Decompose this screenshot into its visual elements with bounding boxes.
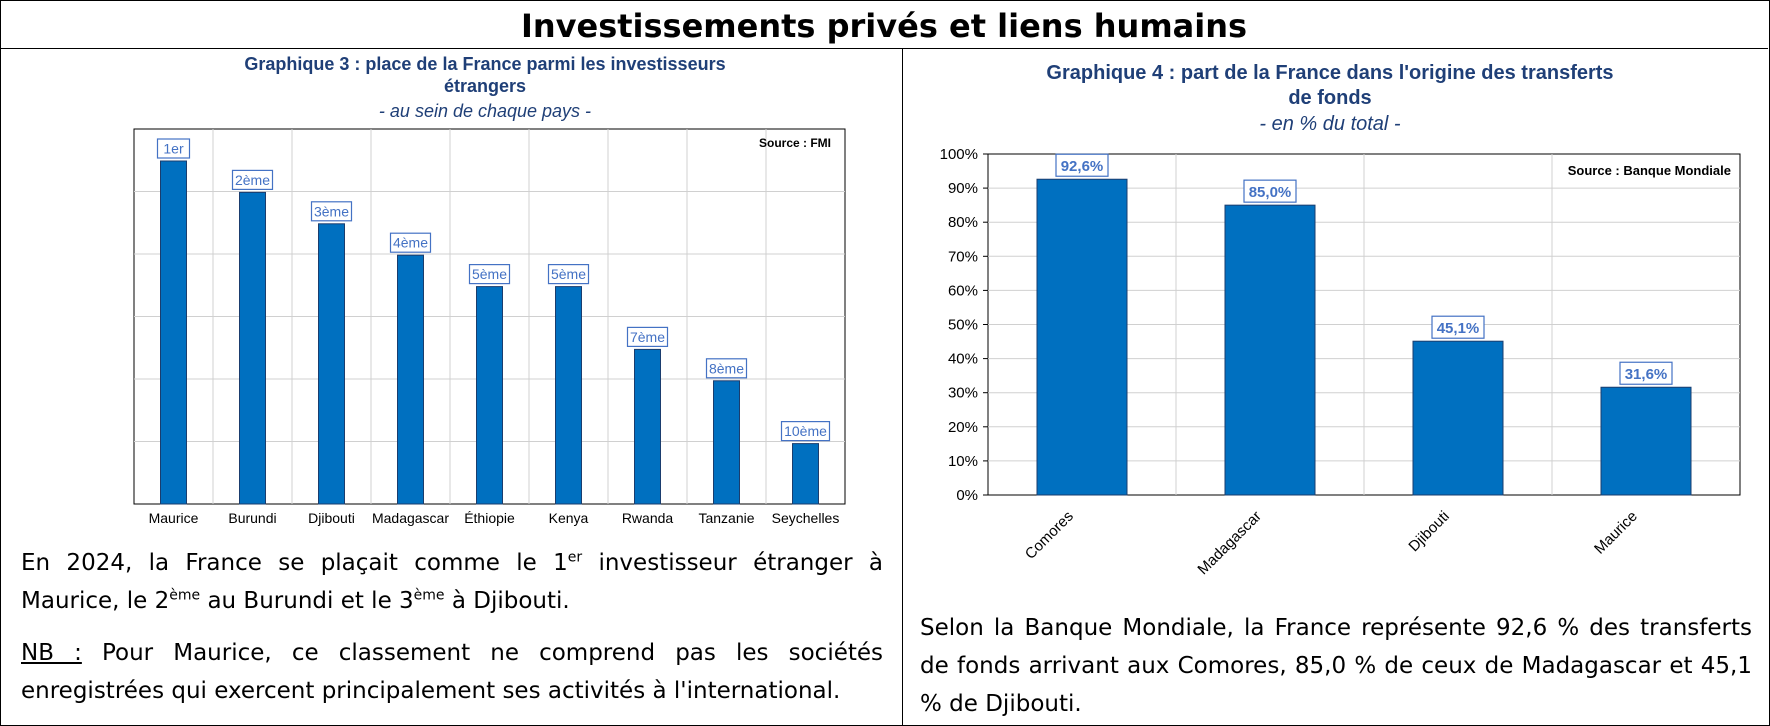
chart3-data-label: 7ème	[630, 329, 665, 345]
chart3-data-label-box	[310, 201, 353, 222]
para1-sup-1: er	[567, 549, 583, 566]
para1-sup-2: ème	[169, 587, 201, 604]
chart4-data-label: 31,6%	[1625, 366, 1668, 383]
chart4-y-tick-label: 100%	[940, 146, 978, 163]
page-title: Investissements privés et liens humains	[0, 0, 1768, 49]
chart4-paragraph: Selon la Banque Mondiale, la France repr…	[920, 615, 1752, 717]
chart4-svg: 0% 10% 20% 30% 40% 50% 60% 70% 80% 90% 100% 92,6% 8…	[940, 146, 1741, 578]
panel-divider	[902, 49, 903, 725]
chart3-bar	[713, 380, 740, 505]
chart4-data-label-box	[1431, 315, 1485, 339]
chart4-data-label: 45,1%	[1437, 320, 1480, 337]
chart3-title-line1: Graphique 3 : place de la France parmi l…	[244, 54, 726, 74]
chart3-bar	[397, 254, 424, 505]
chart4-y-tick-label: 40%	[948, 351, 978, 368]
nb-label: NB :	[21, 640, 82, 666]
chart4-bar	[1224, 204, 1316, 496]
chart3-category-label: Burundi	[228, 510, 276, 526]
chart3-source: Source : FMI	[759, 136, 831, 150]
chart3-data-label-box	[389, 232, 432, 253]
chart3-category-label: Kenya	[549, 510, 589, 526]
chart3-data-label-box	[705, 358, 748, 379]
chart3-category-label: Seychelles	[772, 510, 840, 526]
chart4-data-label: 92,6%	[1061, 158, 1104, 175]
chart3-data-label: 1er	[163, 141, 184, 157]
chart3-svg: 1er 2ème 3ème 4ème 5ème 5ème 7ème 8ème 10ème Mau…	[133, 128, 846, 526]
chart4-y-tick-label: 30%	[948, 385, 978, 402]
chart3-data-label-box	[231, 169, 274, 191]
chart3-data-label: 3ème	[314, 203, 349, 219]
chart3-subtitle: - au sein de chaque pays -	[378, 101, 592, 121]
chart3-category-label: Maurice	[149, 510, 199, 526]
chart4-data-label-box	[1055, 153, 1109, 177]
chart3-data-label-box	[156, 138, 191, 159]
chart3-category-label: Madagascar	[372, 510, 449, 526]
chart4-bar	[1036, 178, 1128, 496]
chart3-data-label-box	[547, 264, 590, 285]
chart3-bar	[792, 443, 819, 505]
chart3-data-label: 8ème	[709, 360, 744, 376]
chart4-category-label: Comores	[1022, 508, 1077, 563]
chart4-subtitle: - en % du total -	[1259, 113, 1401, 135]
chart4-data-label-box	[1619, 361, 1673, 385]
chart3-bar	[634, 348, 661, 505]
chart4-title-line2: de fonds	[1288, 87, 1372, 109]
para1-text-a: En 2024, la France se plaçait comme le 1	[21, 550, 568, 576]
nb-text: Pour Maurice, ce classement ne comprend …	[21, 640, 884, 704]
chart3-bar	[239, 191, 266, 505]
chart4-bar	[1412, 340, 1504, 496]
chart4-data-label-box	[1243, 179, 1297, 203]
chart4-category-label: Madagascar	[1194, 508, 1264, 578]
chart3-category-label: Djibouti	[308, 510, 355, 526]
chart3-data-label: 4ème	[393, 235, 428, 251]
chart4-source: Source : Banque Mondiale	[1568, 163, 1731, 178]
chart3-category-label: Tanzanie	[698, 510, 754, 526]
chart3-bar	[555, 286, 582, 505]
chart4-category-label: Maurice	[1591, 508, 1641, 558]
chart3-paragraph-2: NB : Pour Maurice, ce classement ne comp…	[21, 634, 883, 710]
chart3-data-label: 5ème	[472, 266, 507, 282]
chart3-title-line2: étrangers	[443, 76, 527, 96]
chart4-data-label: 85,0%	[1249, 184, 1292, 201]
chart3-category-label: Rwanda	[622, 510, 674, 526]
chart4-y-tick-label: 50%	[948, 317, 978, 334]
chart4-y-tick-label: 60%	[948, 282, 978, 299]
para1-text-b: investisseur étranger à Maurice, le 2	[21, 550, 883, 614]
chart3-data-label: 2ème	[235, 172, 270, 188]
chart4-y-tick-label: 80%	[948, 214, 978, 231]
para1-text-d: à Djibouti.	[444, 588, 570, 614]
chart4-title-line1: Graphique 4 : part de la France dans l'o…	[1046, 62, 1614, 84]
chart3-data-label: 10ème	[784, 423, 827, 439]
chart4-y-tick-label: 90%	[948, 180, 978, 197]
chart3-category-label: Éthiopie	[464, 510, 515, 526]
chart3-bar	[476, 286, 503, 505]
chart4-y-tick-label: 70%	[948, 248, 978, 265]
chart4-bar	[1600, 386, 1692, 496]
chart4-y-tick-label: 20%	[948, 419, 978, 436]
para1-sup-3: ème	[413, 587, 445, 604]
chart3-data-label-box	[468, 264, 511, 285]
chart4-category-label: Djibouti	[1405, 508, 1452, 555]
chart4-y-tick-label: 10%	[948, 453, 978, 470]
chart3-data-label-box	[780, 421, 831, 442]
chart3-bar	[318, 223, 345, 505]
chart3-data-label: 5ème	[551, 266, 586, 282]
chart3-paragraph-1: En 2024, la France se plaçait comme le 1…	[21, 544, 883, 620]
chart3-bar	[160, 160, 187, 505]
chart3-data-label-box	[626, 326, 669, 347]
para1-text-c: au Burundi et le 3	[200, 588, 414, 614]
chart4-y-tick-label: 0%	[956, 487, 978, 504]
